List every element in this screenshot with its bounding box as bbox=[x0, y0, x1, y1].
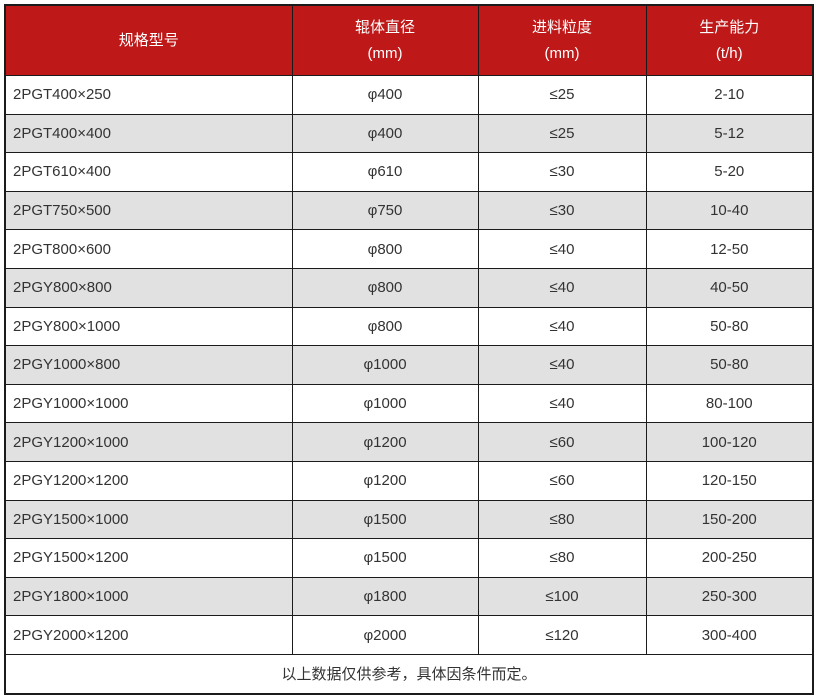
diameter-cell: φ750 bbox=[291, 190, 479, 231]
table-row: 2PGY1800×1000 φ1800 ≤100 250-300 bbox=[4, 576, 814, 617]
diameter-cell: φ1500 bbox=[291, 499, 479, 540]
model-cell: 2PGT750×500 bbox=[4, 190, 293, 231]
header-roller-diameter-unit: (mm) bbox=[367, 44, 403, 62]
model-cell: 2PGY1000×1000 bbox=[4, 383, 293, 424]
table-row: 2PGY2000×1200 φ2000 ≤120 300-400 bbox=[4, 615, 814, 655]
feed-size-cell: ≤30 bbox=[477, 152, 647, 192]
feed-size-cell: ≤30 bbox=[477, 190, 647, 231]
capacity-cell: 2-10 bbox=[645, 75, 814, 115]
diameter-cell: φ1500 bbox=[291, 538, 479, 578]
model-cell: 2PGY1200×1000 bbox=[4, 422, 293, 462]
capacity-cell: 50-80 bbox=[645, 306, 814, 347]
diameter-cell: φ2000 bbox=[291, 615, 479, 655]
feed-size-cell: ≤40 bbox=[477, 383, 647, 424]
capacity-cell: 50-80 bbox=[645, 345, 814, 385]
diameter-cell: φ1200 bbox=[291, 460, 479, 501]
header-model-label: 规格型号 bbox=[118, 31, 179, 49]
header-feed-size: 进料粒度 (mm) bbox=[477, 4, 647, 76]
table-row: 2PGT610×400 φ610 ≤30 5-20 bbox=[4, 152, 814, 192]
capacity-cell: 12-50 bbox=[645, 229, 814, 269]
spec-table-container: 规格型号 辊体直径 (mm) 进料粒度 (mm) 生产能力 (t/h) 2PGT… bbox=[4, 4, 814, 695]
table-row: 2PGY1000×1000 φ1000 ≤40 80-100 bbox=[4, 383, 814, 424]
table-row: 2PGT750×500 φ750 ≤30 10-40 bbox=[4, 190, 814, 231]
capacity-cell: 40-50 bbox=[645, 267, 814, 308]
table-row: 2PGY800×800 φ800 ≤40 40-50 bbox=[4, 267, 814, 308]
model-cell: 2PGT610×400 bbox=[4, 152, 293, 192]
capacity-cell: 10-40 bbox=[645, 190, 814, 231]
diameter-cell: φ800 bbox=[291, 267, 479, 308]
diameter-cell: φ800 bbox=[291, 229, 479, 269]
table-row: 2PGY1500×1200 φ1500 ≤80 200-250 bbox=[4, 538, 814, 578]
table-row: 2PGT400×250 φ400 ≤25 2-10 bbox=[4, 75, 814, 115]
model-cell: 2PGY1000×800 bbox=[4, 345, 293, 385]
capacity-cell: 120-150 bbox=[645, 460, 814, 501]
feed-size-cell: ≤40 bbox=[477, 345, 647, 385]
diameter-cell: φ610 bbox=[291, 152, 479, 192]
table-row: 2PGT400×400 φ400 ≤25 5-12 bbox=[4, 113, 814, 154]
table-row: 2PGT800×600 φ800 ≤40 12-50 bbox=[4, 229, 814, 269]
feed-size-cell: ≤60 bbox=[477, 422, 647, 462]
table-row: 2PGY1200×1000 φ1200 ≤60 100-120 bbox=[4, 422, 814, 462]
table-header: 规格型号 辊体直径 (mm) 进料粒度 (mm) 生产能力 (t/h) bbox=[4, 4, 814, 76]
diameter-cell: φ1200 bbox=[291, 422, 479, 462]
capacity-cell: 150-200 bbox=[645, 499, 814, 540]
diameter-cell: φ800 bbox=[291, 306, 479, 347]
model-cell: 2PGY1200×1200 bbox=[4, 460, 293, 501]
model-cell: 2PGT400×250 bbox=[4, 75, 293, 115]
header-feed-size-unit: (mm) bbox=[544, 44, 580, 62]
table-body: 2PGT400×250 φ400 ≤25 2-10 2PGT400×400 φ400 ≤25… bbox=[4, 75, 814, 655]
model-cell: 2PGY800×800 bbox=[4, 267, 293, 308]
model-cell: 2PGT800×600 bbox=[4, 229, 293, 269]
model-cell: 2PGY1500×1000 bbox=[4, 499, 293, 540]
table-footer: 以上数据仅供参考，具体因条件而定。 bbox=[4, 653, 814, 695]
capacity-cell: 250-300 bbox=[645, 576, 814, 617]
feed-size-cell: ≤25 bbox=[477, 75, 647, 115]
model-cell: 2PGT400×400 bbox=[4, 113, 293, 154]
capacity-cell: 5-12 bbox=[645, 113, 814, 154]
capacity-cell: 300-400 bbox=[645, 615, 814, 655]
feed-size-cell: ≤80 bbox=[477, 499, 647, 540]
header-roller-diameter-label: 辊体直径 bbox=[354, 18, 415, 36]
capacity-cell: 80-100 bbox=[645, 383, 814, 424]
capacity-cell: 100-120 bbox=[645, 422, 814, 462]
model-cell: 2PGY1500×1200 bbox=[4, 538, 293, 578]
table-row: 2PGY1500×1000 φ1500 ≤80 150-200 bbox=[4, 499, 814, 540]
header-model: 规格型号 bbox=[4, 4, 293, 76]
table-row: 2PGY1000×800 φ1000 ≤40 50-80 bbox=[4, 345, 814, 385]
header-capacity-unit: (t/h) bbox=[715, 44, 743, 62]
capacity-cell: 5-20 bbox=[645, 152, 814, 192]
diameter-cell: φ400 bbox=[291, 75, 479, 115]
feed-size-cell: ≤60 bbox=[477, 460, 647, 501]
feed-size-cell: ≤40 bbox=[477, 306, 647, 347]
feed-size-cell: ≤40 bbox=[477, 229, 647, 269]
diameter-cell: φ400 bbox=[291, 113, 479, 154]
header-roller-diameter: 辊体直径 (mm) bbox=[291, 4, 479, 76]
header-capacity: 生产能力 (t/h) bbox=[645, 4, 814, 76]
header-feed-size-label: 进料粒度 bbox=[531, 18, 592, 36]
diameter-cell: φ1800 bbox=[291, 576, 479, 617]
model-cell: 2PGY800×1000 bbox=[4, 306, 293, 347]
table-row: 2PGY1200×1200 φ1200 ≤60 120-150 bbox=[4, 460, 814, 501]
feed-size-cell: ≤40 bbox=[477, 267, 647, 308]
spec-table: 规格型号 辊体直径 (mm) 进料粒度 (mm) 生产能力 (t/h) 2PGT… bbox=[4, 4, 814, 695]
feed-size-cell: ≤100 bbox=[477, 576, 647, 617]
feed-size-cell: ≤120 bbox=[477, 615, 647, 655]
feed-size-cell: ≤80 bbox=[477, 538, 647, 578]
diameter-cell: φ1000 bbox=[291, 345, 479, 385]
footnote-row: 以上数据仅供参考，具体因条件而定。 bbox=[4, 653, 814, 695]
model-cell: 2PGY1800×1000 bbox=[4, 576, 293, 617]
capacity-cell: 200-250 bbox=[645, 538, 814, 578]
footnote-text: 以上数据仅供参考，具体因条件而定。 bbox=[4, 653, 814, 695]
table-row: 2PGY800×1000 φ800 ≤40 50-80 bbox=[4, 306, 814, 347]
feed-size-cell: ≤25 bbox=[477, 113, 647, 154]
header-row: 规格型号 辊体直径 (mm) 进料粒度 (mm) 生产能力 (t/h) bbox=[4, 4, 814, 76]
header-capacity-label: 生产能力 bbox=[699, 18, 760, 36]
diameter-cell: φ1000 bbox=[291, 383, 479, 424]
model-cell: 2PGY2000×1200 bbox=[4, 615, 293, 655]
